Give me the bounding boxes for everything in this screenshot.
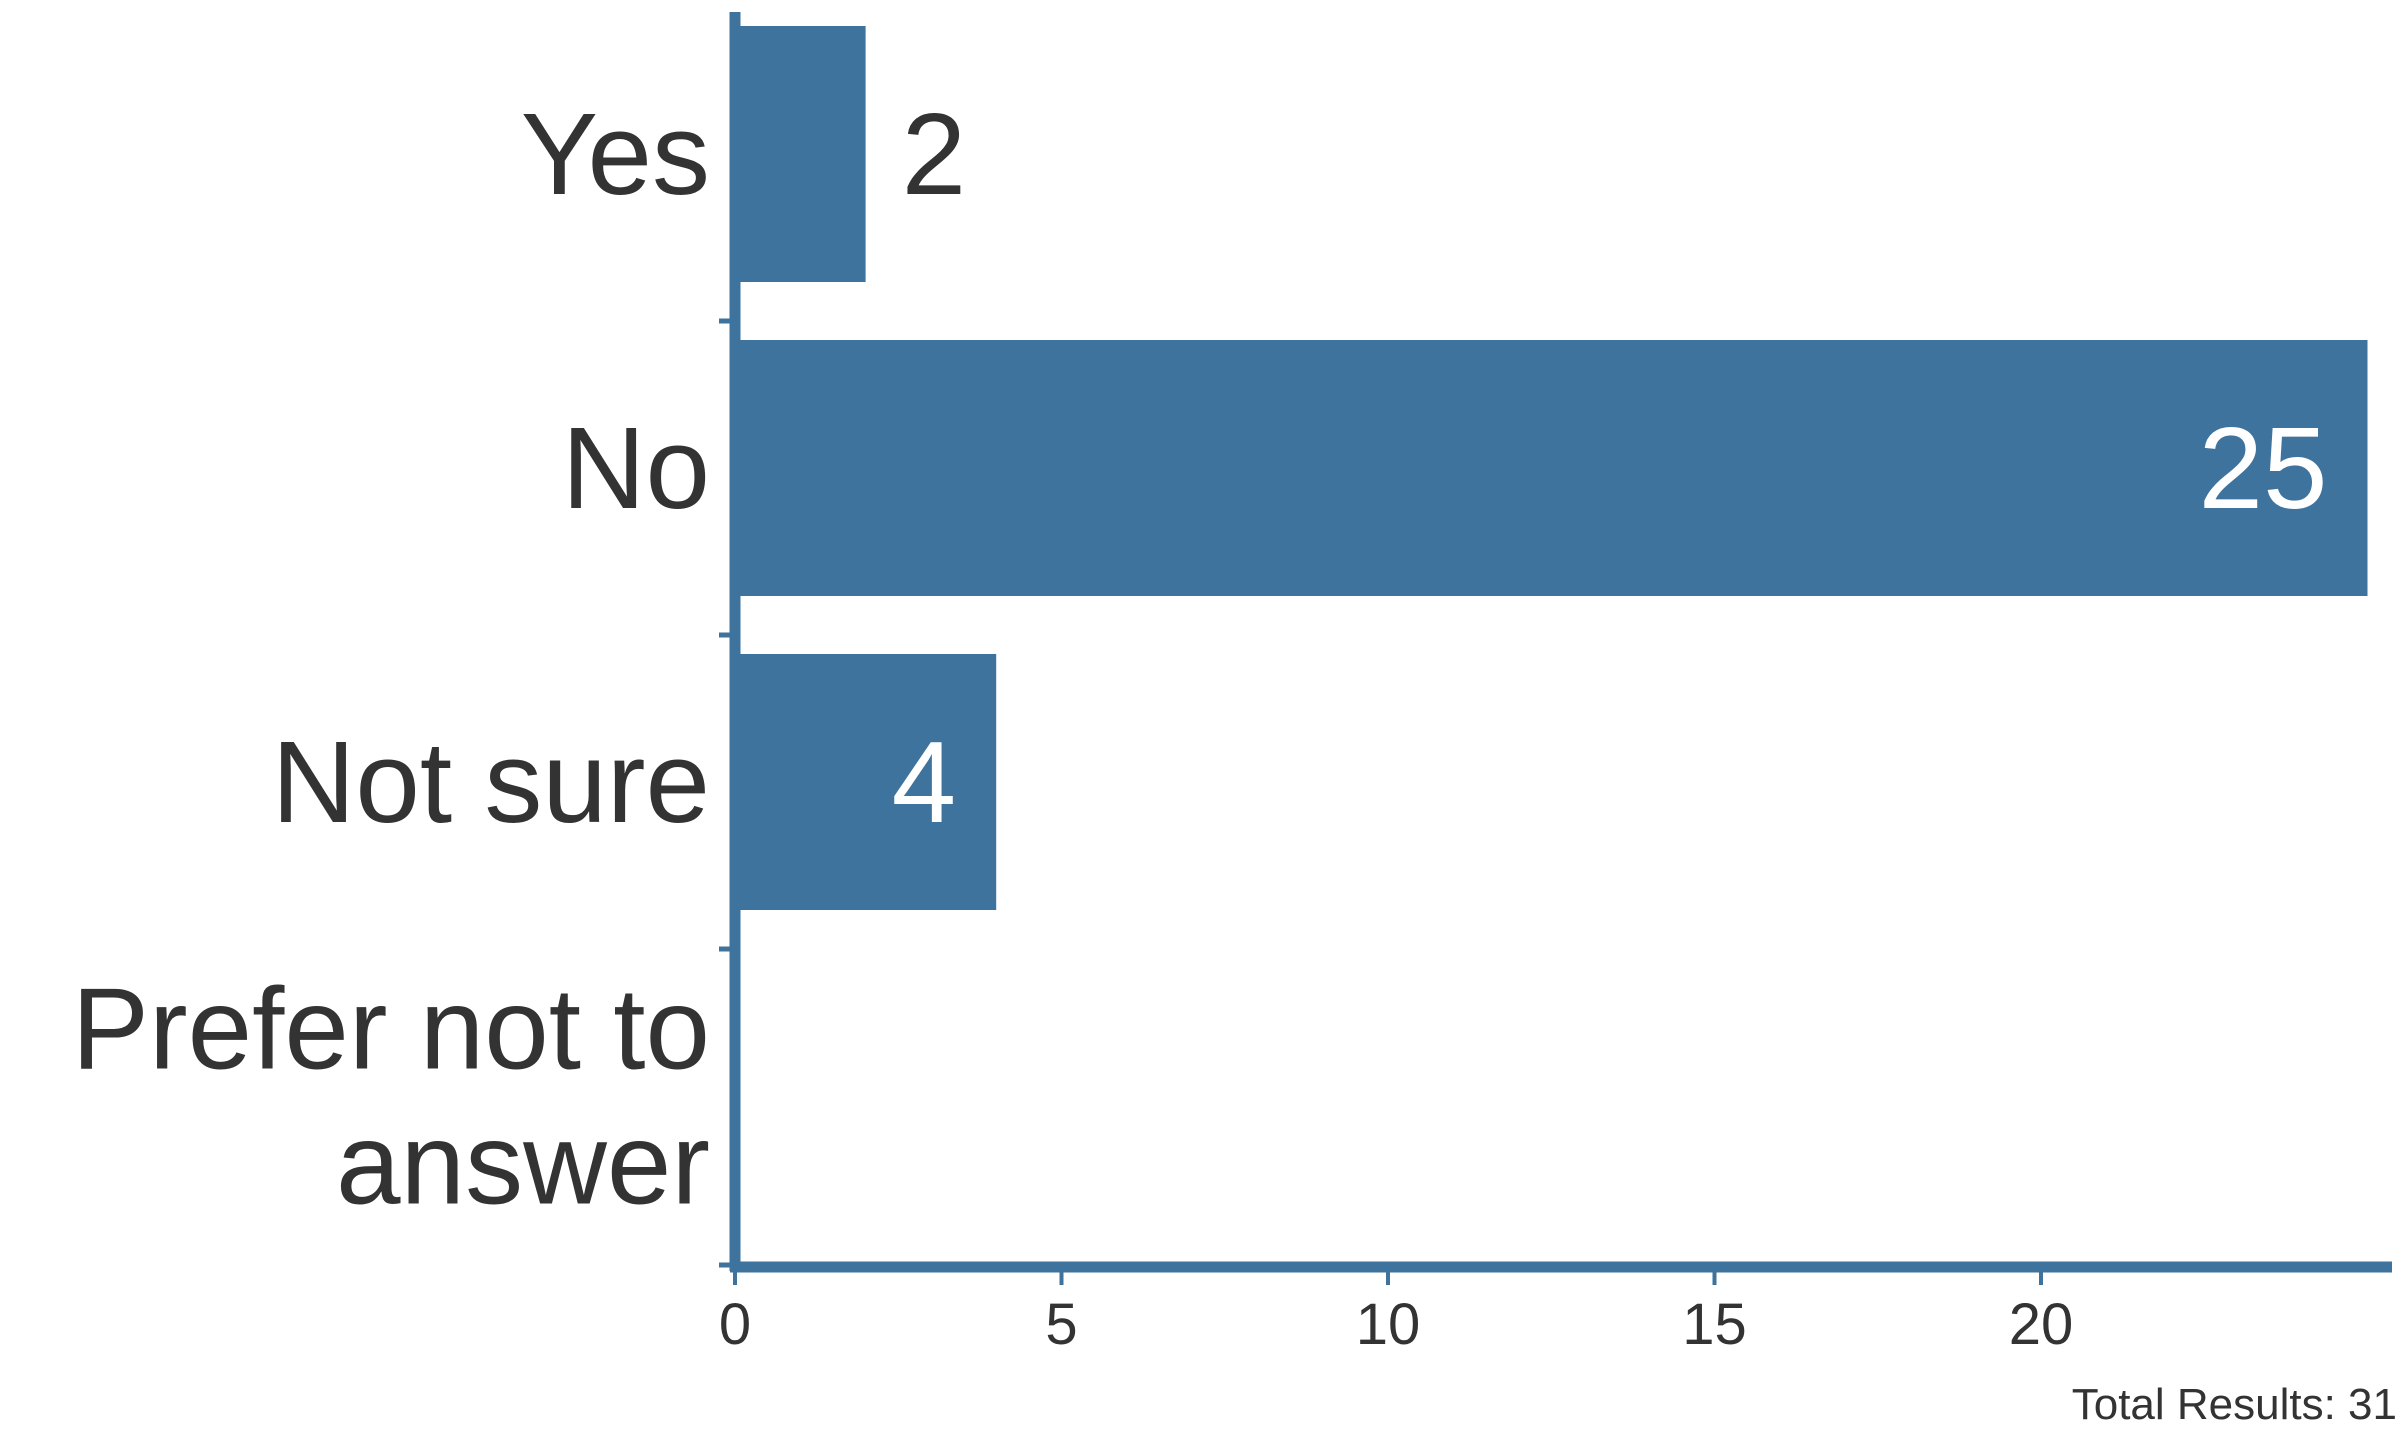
x-tick-label: 5 xyxy=(1045,1292,1077,1357)
x-tick-label: 15 xyxy=(1682,1292,1747,1357)
data-label: 2 xyxy=(902,89,967,219)
bars-layer xyxy=(735,26,2368,910)
bar-yes xyxy=(735,26,866,282)
bar-not-sure xyxy=(735,654,997,910)
axis-layer xyxy=(719,12,2392,1285)
x-tick-label: 0 xyxy=(719,1292,751,1357)
category-label: No xyxy=(562,403,710,533)
x-tick-label: 20 xyxy=(2009,1292,2074,1357)
category-label: Yes xyxy=(521,89,710,219)
category-label: Not sure xyxy=(272,717,710,847)
x-tick-label: 10 xyxy=(1356,1292,1421,1357)
data-label: 25 xyxy=(2198,403,2327,533)
total-results-label: Total Results: 31 xyxy=(2071,1380,2397,1429)
data-label: 4 xyxy=(892,717,957,847)
category-label: Prefer not to answer xyxy=(72,964,710,1229)
bar-no xyxy=(735,340,2368,596)
